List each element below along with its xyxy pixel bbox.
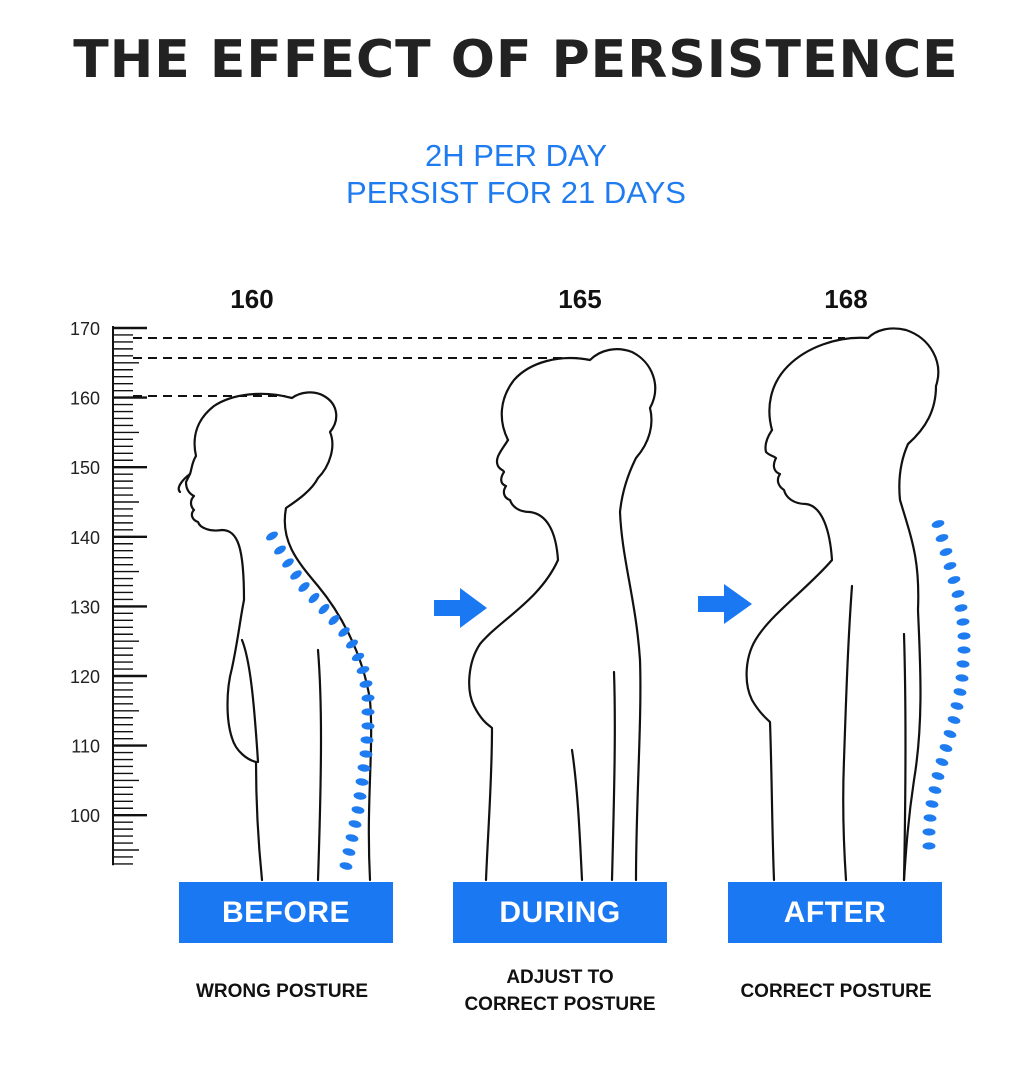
spine-dot	[328, 614, 340, 626]
spine-dot	[348, 820, 362, 828]
spine-dots-after	[922, 520, 971, 850]
caption-after: CORRECT POSTURE	[740, 981, 932, 1002]
spine-dot	[339, 862, 353, 870]
spine-dot	[947, 576, 961, 584]
spine-dot	[951, 590, 965, 598]
spine-dot	[955, 674, 969, 682]
spine-dot	[947, 716, 961, 724]
spine-dot	[338, 627, 350, 637]
spine-dot	[318, 603, 330, 615]
spine-dot	[356, 666, 370, 674]
arrow-right-icon	[698, 584, 752, 624]
spine-dot	[935, 758, 949, 766]
spine-dot	[939, 744, 953, 752]
spine-dot	[950, 702, 964, 710]
ruler-tick-label: 100	[70, 806, 100, 826]
spine-dot	[928, 786, 942, 794]
spine-dot	[355, 778, 369, 786]
spine-dot	[957, 646, 971, 654]
spine-dot	[922, 828, 936, 836]
spine-dot	[359, 750, 373, 758]
spine-dot	[360, 736, 374, 744]
subtitle-line-2: PERSIST FOR 21 DAYS	[346, 175, 686, 210]
spine-dot	[357, 764, 371, 772]
spine-dot	[353, 792, 367, 800]
caption-before: WRONG POSTURE	[195, 981, 369, 1002]
silhouette-after	[745, 327, 940, 882]
ruler-tick-label: 110	[71, 737, 100, 757]
height-label-before: 160	[230, 284, 274, 314]
silhouette-during	[468, 348, 657, 882]
spine-dot	[282, 558, 294, 568]
subtitle-line-1: 2H PER DAY	[424, 138, 608, 173]
spine-dot	[925, 800, 939, 808]
spine-dot	[931, 772, 945, 780]
badge-after: AFTER	[728, 882, 942, 943]
spine-dot	[939, 548, 953, 556]
spine-dot	[957, 632, 971, 640]
spine-dot	[266, 531, 278, 541]
spine-dot	[943, 730, 957, 738]
spine-dot	[308, 592, 320, 604]
ruler-tick-label: 160	[70, 389, 100, 409]
spine-dot	[351, 806, 365, 814]
ruler-tick-label: 170	[70, 319, 100, 339]
spine-dot	[943, 562, 957, 570]
spine-dot	[956, 618, 970, 626]
ruler-tick-label: 140	[70, 528, 100, 548]
ruler-tick-label: 120	[70, 667, 100, 687]
spine-dot	[361, 694, 375, 702]
spine-dot	[342, 848, 356, 856]
caption-during-line-1: ADJUST TO	[506, 967, 614, 988]
badge-before: BEFORE	[179, 882, 393, 943]
spine-dot	[345, 834, 359, 842]
caption-during-line-2: CORRECT POSTURE	[464, 994, 656, 1015]
spine-dot	[953, 688, 967, 696]
spine-dot	[274, 545, 286, 555]
spine-dot	[298, 582, 310, 592]
height-label-during: 165	[558, 284, 602, 314]
ruler-tick-label: 130	[70, 597, 100, 617]
spine-dot	[923, 814, 937, 822]
badge-during: DURING	[453, 882, 667, 943]
spine-dot	[922, 842, 936, 850]
spine-dots-before	[266, 531, 375, 870]
page-title: THE EFFECT OF PERSISTENCE	[73, 30, 959, 90]
arrow-right-icon	[434, 588, 487, 628]
spine-dot	[954, 604, 968, 612]
spine-dot	[359, 680, 373, 688]
spine-dot	[931, 520, 945, 528]
spine-dot	[956, 660, 970, 668]
height-reference-lines	[133, 337, 845, 397]
spine-dot	[290, 570, 302, 580]
spine-dot	[361, 722, 375, 730]
spine-dot	[346, 639, 358, 649]
spine-dot	[361, 708, 375, 716]
spine-dot	[351, 652, 365, 662]
height-label-after: 168	[824, 284, 868, 314]
height-ruler: 170 160 150 140 130 120 110 100	[70, 319, 147, 866]
spine-dot	[935, 534, 949, 542]
ruler-tick-label: 150	[70, 458, 100, 478]
